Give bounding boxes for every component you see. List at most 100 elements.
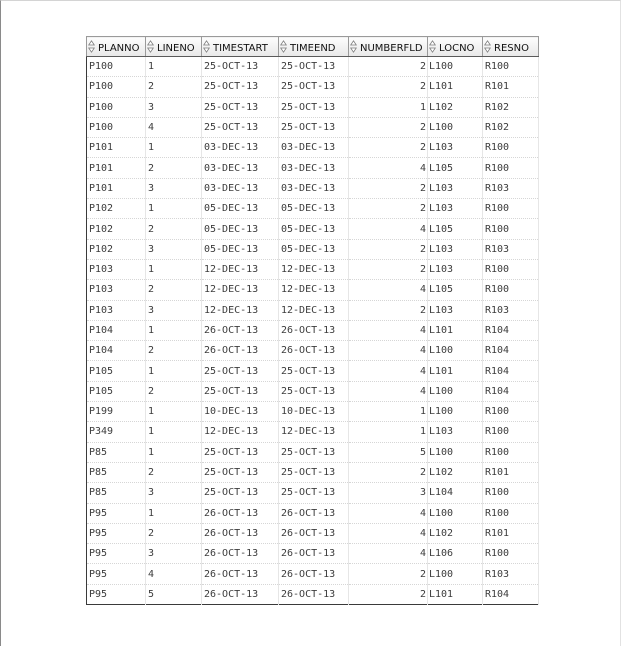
cell-lineno[interactable]: 4 (145, 117, 202, 139)
cell-resno[interactable]: R100 (482, 421, 539, 443)
table-row[interactable]: P100 3 25-OCT-13 25-OCT-13 1 L102 R102 (86, 97, 539, 118)
table-row[interactable]: P101 3 03-DEC-13 03-DEC-13 2 L103 R103 (86, 178, 539, 200)
cell-planno[interactable]: P95 (86, 584, 146, 605)
cell-planno[interactable]: P103 (86, 279, 146, 301)
cell-planno[interactable]: P104 (86, 340, 146, 362)
cell-timeend[interactable]: 26-OCT-13 (278, 503, 349, 524)
cell-planno[interactable]: P100 (86, 76, 146, 98)
cell-planno[interactable]: P100 (86, 117, 146, 139)
cell-locno[interactable]: L103 (427, 259, 483, 281)
cell-locno[interactable]: L101 (427, 76, 483, 98)
cell-locno[interactable]: L100 (427, 442, 483, 463)
cell-planno[interactable]: P85 (86, 442, 146, 463)
cell-timestart[interactable]: 26-OCT-13 (201, 523, 279, 545)
cell-timeend[interactable]: 26-OCT-13 (278, 523, 349, 545)
cell-planno[interactable]: P105 (86, 360, 146, 382)
cell-locno[interactable]: L100 (427, 56, 483, 78)
table-row[interactable]: P95 2 26-OCT-13 26-OCT-13 4 L102 R101 (86, 523, 539, 545)
cell-locno[interactable]: L102 (427, 462, 483, 484)
table-row[interactable]: P100 4 25-OCT-13 25-OCT-13 2 L100 R102 (86, 117, 539, 139)
sort-arrows-icon[interactable] (203, 39, 210, 53)
cell-locno[interactable]: L104 (427, 482, 483, 504)
cell-planno[interactable]: P85 (86, 462, 146, 484)
cell-lineno[interactable]: 1 (145, 442, 202, 463)
cell-locno[interactable]: L105 (427, 218, 483, 240)
cell-timeend[interactable]: 12-DEC-13 (278, 259, 349, 281)
cell-planno[interactable]: P95 (86, 543, 146, 565)
cell-resno[interactable]: R101 (482, 462, 539, 484)
cell-lineno[interactable]: 3 (145, 239, 202, 260)
cell-resno[interactable]: R100 (482, 401, 539, 423)
cell-resno[interactable]: R104 (482, 584, 539, 605)
table-row[interactable]: P102 3 05-DEC-13 05-DEC-13 2 L103 R103 (86, 239, 539, 260)
table-row[interactable]: P105 1 25-OCT-13 25-OCT-13 4 L101 R104 (86, 360, 539, 382)
cell-locno[interactable]: L101 (427, 360, 483, 382)
cell-planno[interactable]: P105 (86, 381, 146, 403)
cell-lineno[interactable]: 3 (145, 97, 202, 118)
cell-resno[interactable]: R102 (482, 97, 539, 118)
cell-timeend[interactable]: 25-OCT-13 (278, 462, 349, 484)
cell-lineno[interactable]: 3 (145, 482, 202, 504)
column-header-locno[interactable]: LOCNO (427, 36, 483, 57)
cell-planno[interactable]: P103 (86, 259, 146, 281)
cell-resno[interactable]: R104 (482, 340, 539, 362)
cell-lineno[interactable]: 1 (145, 360, 202, 382)
cell-timestart[interactable]: 25-OCT-13 (201, 442, 279, 463)
cell-numberfld[interactable]: 2 (348, 300, 428, 321)
cell-timeend[interactable]: 25-OCT-13 (278, 381, 349, 403)
cell-planno[interactable]: P95 (86, 503, 146, 524)
table-row[interactable]: P104 1 26-OCT-13 26-OCT-13 4 L101 R104 (86, 320, 539, 342)
cell-planno[interactable]: P95 (86, 523, 146, 545)
cell-lineno[interactable]: 3 (145, 178, 202, 200)
cell-lineno[interactable]: 4 (145, 563, 202, 585)
sort-arrows-icon[interactable] (280, 39, 287, 53)
cell-locno[interactable]: L102 (427, 523, 483, 545)
cell-lineno[interactable]: 1 (145, 401, 202, 423)
cell-timestart[interactable]: 25-OCT-13 (201, 76, 279, 98)
cell-timeend[interactable]: 26-OCT-13 (278, 320, 349, 342)
cell-timestart[interactable]: 25-OCT-13 (201, 117, 279, 139)
cell-planno[interactable]: P103 (86, 300, 146, 321)
cell-numberfld[interactable]: 1 (348, 401, 428, 423)
cell-timestart[interactable]: 12-DEC-13 (201, 300, 279, 321)
sort-arrows-icon[interactable] (429, 39, 436, 53)
cell-timeend[interactable]: 26-OCT-13 (278, 340, 349, 362)
cell-lineno[interactable]: 1 (145, 137, 202, 159)
cell-numberfld[interactable]: 2 (348, 117, 428, 139)
cell-lineno[interactable]: 2 (145, 76, 202, 98)
cell-resno[interactable]: R103 (482, 300, 539, 321)
table-row[interactable]: P102 1 05-DEC-13 05-DEC-13 2 L103 R100 (86, 198, 539, 220)
cell-resno[interactable]: R100 (482, 218, 539, 240)
cell-numberfld[interactable]: 4 (348, 523, 428, 545)
cell-resno[interactable]: R100 (482, 198, 539, 220)
table-row[interactable]: P100 1 25-OCT-13 25-OCT-13 2 L100 R100 (86, 56, 539, 78)
cell-planno[interactable]: P101 (86, 157, 146, 179)
cell-planno[interactable]: P199 (86, 401, 146, 423)
cell-numberfld[interactable]: 2 (348, 563, 428, 585)
cell-numberfld[interactable]: 3 (348, 482, 428, 504)
cell-timestart[interactable]: 12-DEC-13 (201, 259, 279, 281)
cell-timeend[interactable]: 05-DEC-13 (278, 218, 349, 240)
cell-timestart[interactable]: 26-OCT-13 (201, 503, 279, 524)
cell-numberfld[interactable]: 2 (348, 137, 428, 159)
cell-timeend[interactable]: 25-OCT-13 (278, 360, 349, 382)
cell-numberfld[interactable]: 1 (348, 97, 428, 118)
cell-locno[interactable]: L103 (427, 178, 483, 200)
sort-arrows-icon[interactable] (350, 39, 357, 53)
cell-lineno[interactable]: 2 (145, 523, 202, 545)
cell-numberfld[interactable]: 4 (348, 157, 428, 179)
cell-locno[interactable]: L105 (427, 279, 483, 301)
table-row[interactable]: P103 3 12-DEC-13 12-DEC-13 2 L103 R103 (86, 300, 539, 321)
cell-resno[interactable]: R100 (482, 157, 539, 179)
cell-timestart[interactable]: 25-OCT-13 (201, 482, 279, 504)
cell-lineno[interactable]: 1 (145, 56, 202, 78)
cell-numberfld[interactable]: 2 (348, 76, 428, 98)
table-row[interactable]: P103 1 12-DEC-13 12-DEC-13 2 L103 R100 (86, 259, 539, 281)
cell-timeend[interactable]: 25-OCT-13 (278, 56, 349, 78)
cell-timestart[interactable]: 12-DEC-13 (201, 421, 279, 443)
cell-planno[interactable]: P100 (86, 56, 146, 78)
table-row[interactable]: P105 2 25-OCT-13 25-OCT-13 4 L100 R104 (86, 381, 539, 403)
cell-timestart[interactable]: 12-DEC-13 (201, 279, 279, 301)
cell-numberfld[interactable]: 4 (348, 360, 428, 382)
cell-timestart[interactable]: 05-DEC-13 (201, 239, 279, 260)
